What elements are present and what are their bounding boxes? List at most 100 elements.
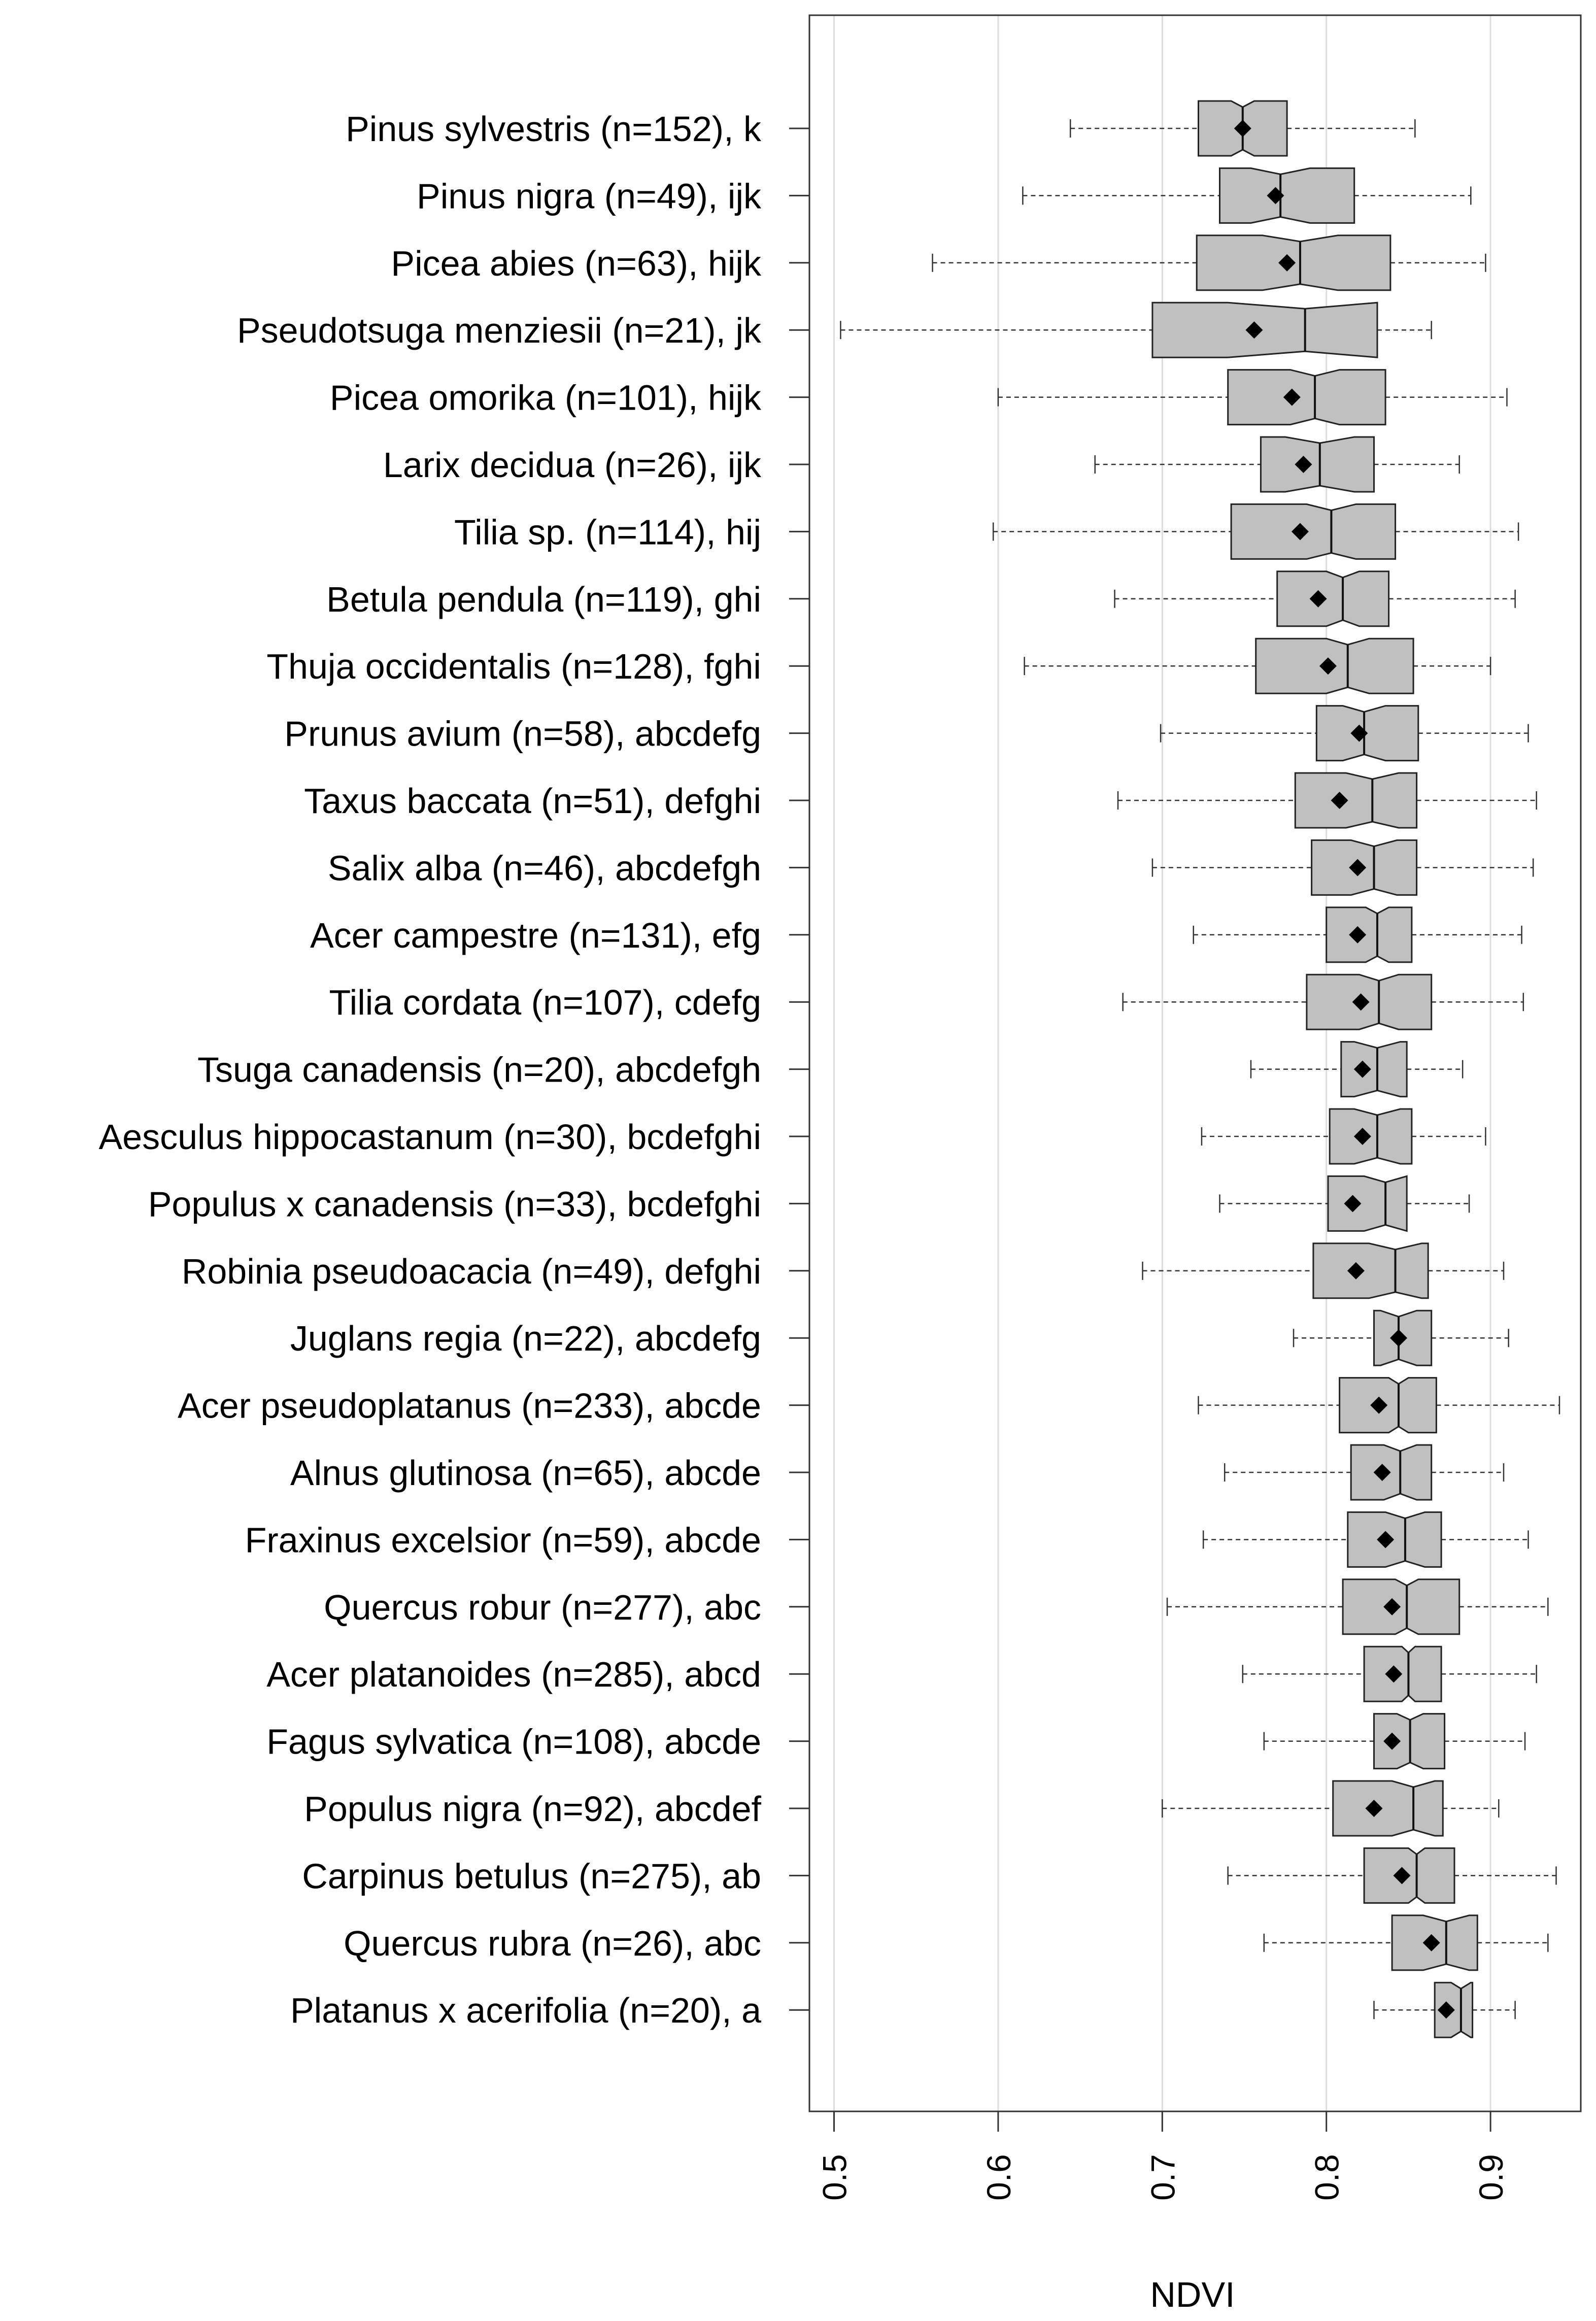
mean-marker: [1267, 187, 1284, 205]
notched-box: [1260, 436, 1375, 493]
x-tick-label: 0.7: [1144, 2154, 1181, 2201]
category-labels: Pinus sylvestris (n=152), k Pinus nigra (…: [98, 109, 762, 2030]
mean-marker: [1344, 1195, 1362, 1213]
category-label: Alnus glutinosa (n=65), abcde: [290, 1453, 761, 1493]
box-plot-row: [1094, 436, 1460, 493]
vertical-gridlines: [833, 15, 1491, 2111]
notched-box: [1151, 301, 1378, 358]
mean-marker: [1283, 388, 1301, 406]
notched-box: [1347, 1511, 1442, 1568]
x-tick-label: 0.6: [980, 2154, 1017, 2201]
notched-box: [1326, 906, 1413, 963]
box-plot-row: [1142, 1242, 1505, 1299]
box-plot-row: [1263, 1914, 1549, 1971]
category-label: Picea omorika (n=101), hijk: [330, 378, 762, 418]
box-plot-row: [1373, 1981, 1516, 2038]
category-label: Carpinus betulus (n=275), ab: [302, 1856, 761, 1896]
mean-marker: [1377, 1531, 1395, 1549]
mean-marker: [1295, 456, 1312, 473]
notched-box: [1276, 570, 1390, 627]
box-plot-row: [1224, 1444, 1505, 1501]
mean-marker: [1422, 1934, 1440, 1952]
notched-box: [1340, 1041, 1408, 1098]
box-plot-row: [1202, 1511, 1529, 1568]
box-plot-row: [1198, 1377, 1560, 1434]
box-plot-row: [1263, 1713, 1526, 1770]
box-plot-row: [840, 301, 1432, 358]
notched-box: [1219, 167, 1355, 224]
mean-marker: [1365, 1800, 1383, 1817]
category-label: Juglans regia (n=22), abcdefg: [290, 1319, 761, 1358]
box-plot-row: [1201, 1108, 1486, 1165]
box-plot-row: [1024, 637, 1491, 694]
notched-box: [1327, 1175, 1408, 1232]
mean-marker: [1383, 1598, 1401, 1616]
notched-box: [1350, 1444, 1433, 1501]
box-plot-row: [997, 369, 1508, 426]
notched-box: [1332, 1780, 1444, 1837]
mean-marker: [1393, 1867, 1411, 1885]
mean-marker: [1331, 792, 1348, 809]
box-plot-row: [1162, 1780, 1500, 1837]
category-label: Quercus robur (n=277), abc: [324, 1588, 761, 1627]
box-plot-row: [1114, 570, 1516, 627]
box-plot-row: [1122, 973, 1524, 1030]
category-label: Acer campestre (n=131), efg: [310, 916, 761, 955]
category-label: Aesculus hippocastanum (n=30), bcdefghi: [98, 1117, 761, 1157]
box-plot-row: [992, 503, 1519, 560]
notched-box: [1230, 503, 1397, 560]
x-tick-label: 0.9: [1472, 2154, 1510, 2201]
mean-marker: [1373, 1464, 1391, 1481]
mean-marker: [1245, 321, 1263, 339]
mean-marker: [1370, 1396, 1388, 1414]
box-plot-row: [1151, 839, 1534, 896]
mean-marker: [1309, 590, 1327, 608]
notched-box: [1363, 1645, 1442, 1702]
box-plot-row: [1219, 1175, 1470, 1232]
category-label: Populus x canadensis (n=33), bcdefghi: [148, 1184, 761, 1224]
mean-marker: [1353, 1060, 1371, 1078]
mean-marker: [1350, 724, 1368, 742]
box-plot-row: [1117, 772, 1537, 829]
notched-box: [1294, 772, 1418, 829]
box-plots: [840, 100, 1560, 2038]
category-label: Robinia pseudoacacia (n=49), defghi: [182, 1252, 761, 1291]
mean-marker: [1352, 993, 1370, 1011]
category-label: Acer pseudoplatanus (n=233), abcde: [178, 1386, 761, 1426]
category-label: Pinus sylvestris (n=152), k: [346, 109, 762, 149]
box-plot-row: [1022, 167, 1472, 224]
category-label: Tilia cordata (n=107), cdefg: [329, 983, 761, 1022]
mean-marker: [1291, 523, 1309, 541]
mean-marker: [1385, 1665, 1403, 1683]
x-tick-label: 0.8: [1308, 2154, 1346, 2201]
box-plot-row: [1250, 1041, 1464, 1098]
category-label: Tsuga canadensis (n=20), abcdefgh: [197, 1050, 761, 1090]
category-label: Taxus baccata (n=51), defghi: [304, 781, 761, 821]
category-label: Prunus avium (n=58), abcdefg: [284, 714, 761, 754]
category-label: Larix decidua (n=26), ijk: [383, 445, 762, 485]
mean-marker: [1319, 657, 1337, 675]
category-label: Pseudotsuga menziesii (n=21), jk: [237, 311, 762, 350]
box-plot-row: [1227, 1847, 1557, 1904]
category-label: Thuja occidentalis (n=128), fghi: [266, 647, 761, 686]
box-plot-row: [1069, 100, 1416, 157]
category-label: Quercus rubra (n=26), abc: [344, 1924, 761, 1963]
category-label: Fagus sylvatica (n=108), abcde: [266, 1722, 761, 1762]
category-label: Platanus x acerifolia (n=20), a: [290, 1991, 761, 2030]
mean-marker: [1349, 859, 1367, 877]
mean-marker: [1234, 120, 1251, 137]
category-label: Fraxinus excelsior (n=59), abcde: [245, 1520, 761, 1560]
box-plot-row: [1160, 705, 1529, 762]
category-label: Populus nigra (n=92), abcdef: [304, 1789, 761, 1829]
notched-box: [1339, 1377, 1437, 1434]
plot-frame: [808, 14, 1582, 2112]
box-plot-row: [1193, 906, 1522, 963]
mean-marker: [1278, 254, 1296, 272]
mean-marker: [1347, 1262, 1365, 1280]
box-plot-row: [1293, 1309, 1509, 1366]
notched-box: [1227, 369, 1386, 426]
category-label: Tilia sp. (n=114), hij: [454, 512, 761, 552]
mean-marker: [1437, 2001, 1455, 2019]
mean-marker: [1349, 926, 1367, 944]
